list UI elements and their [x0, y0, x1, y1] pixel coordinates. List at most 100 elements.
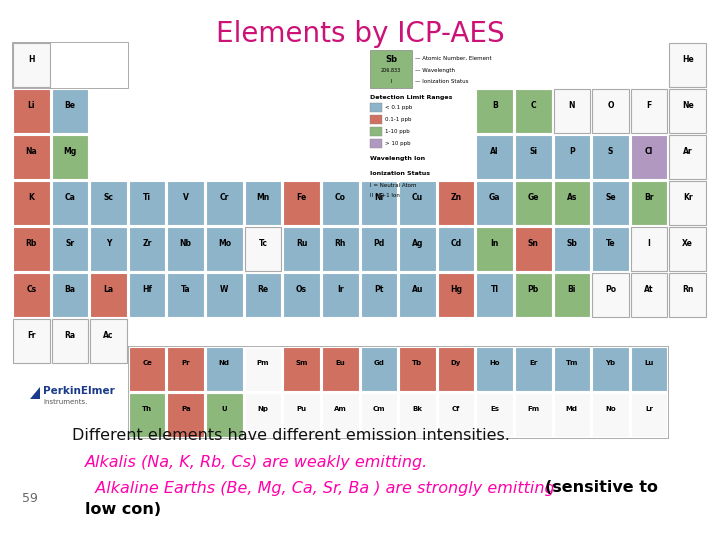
Bar: [592, 347, 629, 390]
Bar: [52, 273, 89, 317]
Bar: [477, 181, 513, 225]
Text: Pt: Pt: [374, 285, 384, 294]
Text: Bi: Bi: [567, 285, 576, 294]
Bar: [477, 89, 513, 133]
Text: Ba: Ba: [64, 285, 76, 294]
Bar: [52, 319, 89, 363]
Bar: [322, 393, 359, 437]
Bar: [554, 227, 590, 271]
Text: Ar: Ar: [683, 147, 693, 156]
Bar: [670, 227, 706, 271]
Text: Ne: Ne: [682, 101, 693, 110]
Text: Pm: Pm: [257, 360, 269, 366]
Text: Am: Am: [334, 406, 346, 412]
Text: Sn: Sn: [528, 239, 539, 248]
Bar: [13, 135, 50, 179]
Bar: [322, 273, 359, 317]
Bar: [361, 181, 397, 225]
Text: Lr: Lr: [645, 406, 653, 412]
Text: Mg: Mg: [63, 147, 76, 156]
Text: W: W: [220, 285, 228, 294]
Bar: [477, 227, 513, 271]
Text: (sensitive to: (sensitive to: [545, 481, 658, 496]
Text: Ir: Ir: [337, 285, 343, 294]
Bar: [168, 181, 204, 225]
Bar: [370, 139, 382, 148]
Bar: [245, 347, 282, 390]
Bar: [283, 273, 320, 317]
Text: S: S: [608, 147, 613, 156]
Bar: [477, 347, 513, 390]
Bar: [631, 135, 667, 179]
Bar: [370, 127, 382, 136]
Text: Er: Er: [529, 360, 537, 366]
Bar: [554, 273, 590, 317]
Bar: [515, 227, 552, 271]
Text: Pr: Pr: [181, 360, 190, 366]
Text: Pb: Pb: [528, 285, 539, 294]
Text: — Atomic Number, Element: — Atomic Number, Element: [415, 56, 492, 61]
Text: Cm: Cm: [372, 406, 385, 412]
Text: Ni: Ni: [374, 193, 383, 202]
Text: Sb: Sb: [567, 239, 577, 248]
Bar: [283, 393, 320, 437]
Text: Tm: Tm: [566, 360, 578, 366]
Text: Es: Es: [490, 406, 499, 412]
Bar: [168, 393, 204, 437]
Bar: [361, 273, 397, 317]
Text: Wavelength Ion: Wavelength Ion: [370, 156, 425, 161]
Text: Rh: Rh: [335, 239, 346, 248]
Text: Tc: Tc: [258, 239, 267, 248]
Bar: [515, 89, 552, 133]
Text: 206.833: 206.833: [381, 69, 401, 73]
Bar: [13, 273, 50, 317]
Bar: [245, 273, 282, 317]
Bar: [554, 347, 590, 390]
Text: instruments.: instruments.: [43, 399, 87, 405]
Bar: [477, 273, 513, 317]
Text: Be: Be: [64, 101, 76, 110]
Bar: [128, 346, 668, 437]
Text: Os: Os: [296, 285, 307, 294]
Text: Gd: Gd: [374, 360, 384, 366]
Text: Al: Al: [490, 147, 499, 156]
Bar: [477, 393, 513, 437]
Bar: [168, 273, 204, 317]
Bar: [52, 181, 89, 225]
Bar: [206, 393, 243, 437]
Text: I: I: [648, 239, 651, 248]
Text: Cu: Cu: [412, 193, 423, 202]
Text: Ti: Ti: [143, 193, 151, 202]
Text: Np: Np: [258, 406, 269, 412]
Text: Yb: Yb: [606, 360, 616, 366]
Bar: [13, 319, 50, 363]
Text: La: La: [104, 285, 114, 294]
Bar: [438, 393, 474, 437]
Bar: [670, 43, 706, 87]
Bar: [670, 135, 706, 179]
Text: Nb: Nb: [180, 239, 192, 248]
Text: Ag: Ag: [412, 239, 423, 248]
Text: U: U: [222, 406, 228, 412]
Text: 1-10 ppb: 1-10 ppb: [385, 129, 410, 133]
Bar: [13, 89, 50, 133]
Bar: [554, 89, 590, 133]
Bar: [631, 273, 667, 317]
Bar: [90, 319, 127, 363]
Text: Alkaline Earths (Be, Mg, Ca, Sr, Ba ) are strongly emitting: Alkaline Earths (Be, Mg, Ca, Sr, Ba ) ar…: [85, 481, 559, 496]
Text: Cd: Cd: [451, 239, 462, 248]
Text: Li: Li: [27, 101, 35, 110]
Text: Sm: Sm: [295, 360, 307, 366]
Bar: [168, 347, 204, 390]
Text: Te: Te: [606, 239, 616, 248]
Text: Detection Limit Ranges: Detection Limit Ranges: [370, 95, 452, 100]
Bar: [129, 181, 166, 225]
Text: Ru: Ru: [296, 239, 307, 248]
Text: I = Neutral Atom: I = Neutral Atom: [370, 183, 416, 188]
Text: Hf: Hf: [143, 285, 152, 294]
Bar: [515, 347, 552, 390]
Bar: [438, 347, 474, 390]
Text: < 0.1 ppb: < 0.1 ppb: [385, 105, 413, 110]
Bar: [129, 227, 166, 271]
Text: Mo: Mo: [217, 239, 231, 248]
